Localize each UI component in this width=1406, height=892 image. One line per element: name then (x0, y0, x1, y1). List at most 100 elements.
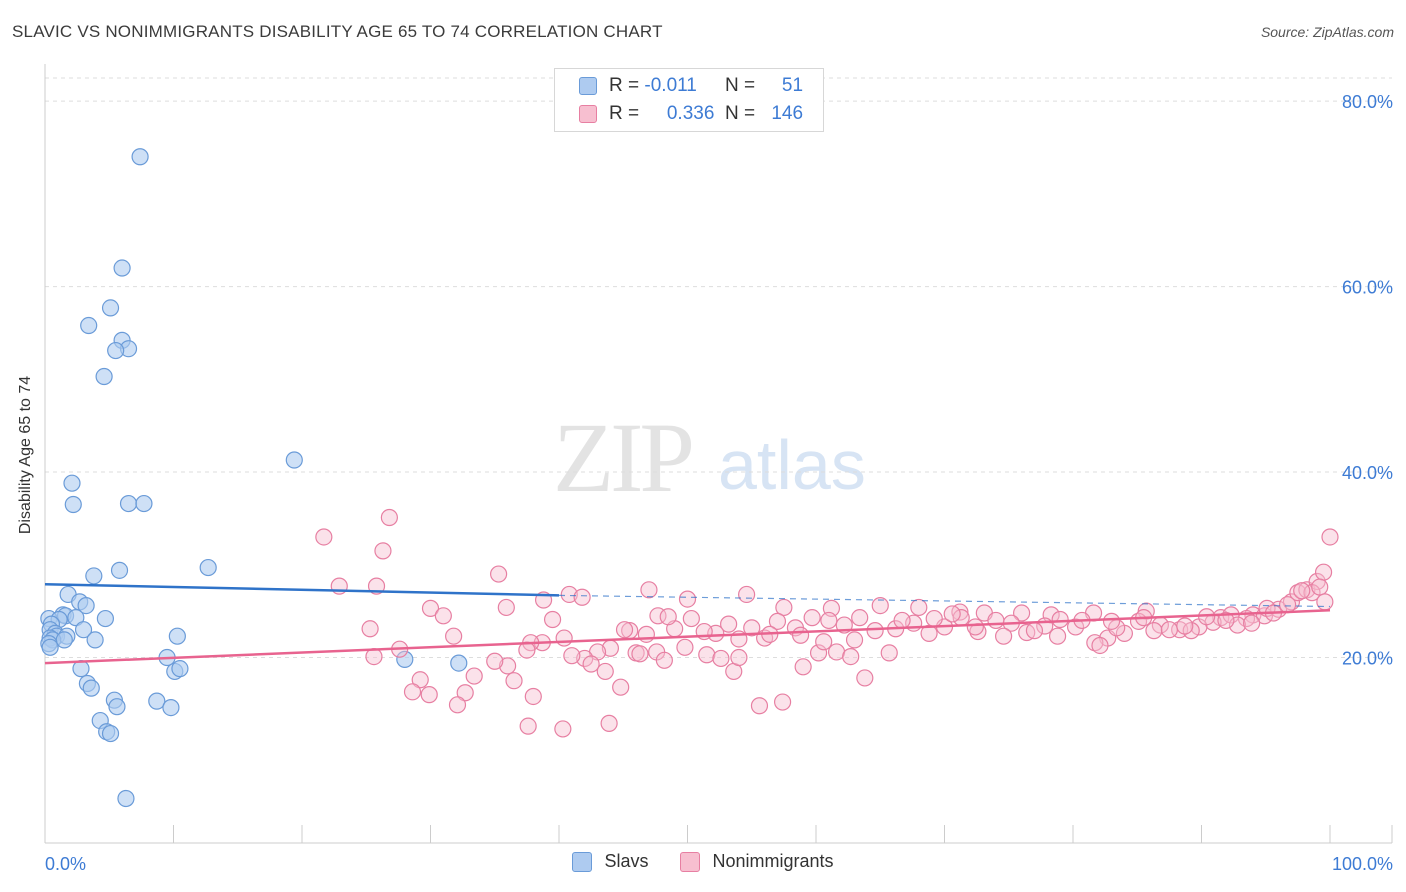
nonimmigrants-point (966, 618, 984, 636)
nonimmigrants-point (768, 612, 787, 630)
nonimmigrants-point (524, 687, 542, 706)
nonimmigrants-point (448, 696, 467, 714)
nonimmigrants-swatch (579, 105, 597, 123)
slavs-point (80, 316, 98, 335)
nonimmigrants-point (1091, 636, 1109, 655)
nonimmigrants-point (640, 581, 658, 599)
n-value: 51 (781, 75, 804, 96)
nonimmigrants-point (856, 669, 874, 687)
n-value: 146 (771, 103, 804, 124)
slavs-point (131, 148, 149, 166)
nonimmigrants-point (871, 596, 889, 615)
legend-item-nonimmigrants: Nonimmigrants (680, 851, 834, 872)
nonimmigrants-point (600, 714, 618, 732)
slavs-point (108, 698, 126, 716)
nonimmigrants-point (820, 611, 838, 630)
nonimmigrants-point (845, 631, 864, 649)
nonimmigrants-point (582, 655, 600, 673)
slavs-point (117, 789, 135, 808)
slavs-point (199, 558, 217, 577)
nonimmigrants-point (445, 627, 463, 645)
slavs-point (86, 631, 104, 649)
nonimmigrants-point (815, 633, 833, 651)
y-tick-labels: 20.0% 40.0% 60.0% 80.0% (1342, 92, 1393, 668)
stats-legend: R = -0.011 N = 51 R = 0.336 N = 146 (554, 68, 824, 132)
legend-label-nonimmigrants: Nonimmigrants (712, 851, 834, 871)
nonimmigrants-point (1311, 578, 1329, 596)
r-value: 0.336 (666, 103, 715, 124)
nonimmigrants-point (519, 717, 537, 735)
n-label: N = (724, 75, 756, 96)
slavs-point (41, 638, 59, 656)
nonimmigrants-point (403, 683, 422, 701)
x-tick-label-max: 100.0% (1332, 854, 1393, 874)
slavs-point (396, 650, 414, 668)
nonimmigrants-point (773, 693, 792, 711)
legend-row-slavs: R = -0.011 N = 51 (579, 73, 803, 99)
nonimmigrants-point (1316, 593, 1334, 611)
grid-lines (45, 77, 1392, 659)
nonimmigrants-point (1025, 622, 1044, 640)
slavs-point (67, 609, 85, 627)
watermark-zip: ZIP (553, 402, 695, 513)
slavs-point (162, 699, 180, 717)
slavs-point (63, 474, 81, 492)
nonimmigrants-point (851, 609, 869, 627)
r-label: R = (609, 103, 640, 124)
nonimmigrants-point (1145, 622, 1163, 640)
x-tick-labels: 0.0% 100.0% (45, 854, 1393, 874)
nonimmigrants-point (563, 647, 581, 665)
trend-lines (44, 583, 1331, 665)
y-tick-label: 20.0% (1342, 649, 1393, 669)
nonimmigrants-point (995, 627, 1013, 645)
nonimmigrants-point (893, 611, 911, 630)
chart-title: SLAVIC VS NONIMMIGRANTS DISABILITY AGE 6… (12, 22, 663, 41)
nonimmigrants-point (678, 590, 697, 608)
n-label: N = (724, 103, 756, 124)
legend-row-nonimmigrants: R = 0.336 N = 146 (579, 101, 803, 127)
r-label: R = (609, 75, 640, 96)
y-tick-label: 80.0% (1342, 92, 1393, 112)
nonimmigrants-point (655, 651, 673, 669)
nonimmigrants-point (1176, 617, 1194, 635)
nonimmigrants-point (676, 638, 694, 656)
slavs-point (148, 692, 166, 710)
nonimmigrants-point (738, 585, 756, 604)
nonimmigrants-point (490, 565, 508, 583)
nonimmigrants-point (803, 609, 821, 627)
slavs-point (285, 451, 303, 469)
nonimmigrants-point (555, 629, 573, 647)
nonimmigrants-point (1048, 627, 1067, 645)
x-tick-label-min: 0.0% (45, 854, 86, 874)
nonimmigrants-point (560, 585, 578, 604)
nonimmigrants-point (1086, 634, 1104, 652)
nonimmigrants-point (573, 588, 591, 606)
nonimmigrants-point (486, 652, 504, 670)
nonimmigrants-point (420, 686, 438, 704)
slavs-point (110, 561, 129, 579)
nonimmigrants-point (775, 598, 793, 617)
nonimmigrants-point (596, 662, 614, 681)
y-tick-label: 40.0% (1342, 463, 1393, 483)
nonimmigrants-point (411, 671, 429, 689)
nonimmigrants-point (1160, 621, 1178, 639)
nonimmigrants-point (794, 658, 812, 676)
nonimmigrants-point (497, 598, 515, 617)
axes (44, 64, 1393, 844)
nonimmigrants-point (1243, 614, 1261, 632)
nonimmigrants-point (1314, 563, 1333, 581)
nonimmigrants-point (720, 615, 738, 633)
nonimmigrants-point (925, 609, 943, 628)
slavs-point (85, 567, 103, 585)
slavs-point (82, 679, 100, 697)
slavs-trend-extension (558, 594, 1331, 608)
nonimmigrants-point (374, 542, 392, 560)
nonimmigrants-point (1217, 611, 1235, 630)
nonimmigrants-point (910, 598, 928, 617)
slavs-point (171, 660, 189, 678)
nonimmigrants-point (698, 646, 716, 664)
nonimmigrants-point (943, 605, 961, 623)
source-label: Source: ZipAtlas.com (1260, 24, 1394, 40)
nonimmigrants-point (743, 619, 761, 637)
nonimmigrants-point (1012, 604, 1031, 622)
